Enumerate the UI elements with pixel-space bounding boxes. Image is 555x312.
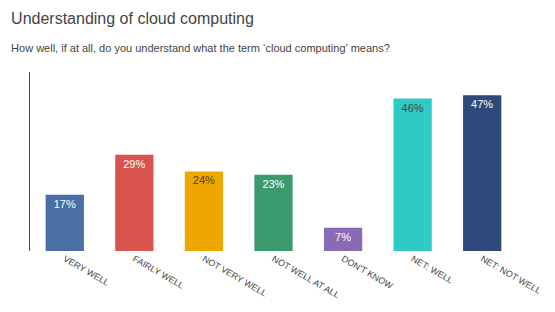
svg-text:NET: NOT WELL: NET: NOT WELL [479,253,543,296]
svg-text:Understanding of cloud computi: Understanding of cloud computing [11,10,254,27]
svg-text:How well, if at all, do you un: How well, if at all, do you understand w… [11,42,390,54]
svg-text:DON'T KNOW: DON'T KNOW [340,253,395,291]
svg-text:NOT VERY WELL: NOT VERY WELL [201,253,269,298]
svg-text:7%: 7% [335,231,351,243]
svg-text:24%: 24% [193,174,215,186]
svg-text:VERY WELL: VERY WELL [62,253,111,287]
svg-text:47%: 47% [471,98,493,110]
svg-text:NOT WELL AT ALL: NOT WELL AT ALL [270,253,341,300]
svg-text:NET: WELL: NET: WELL [409,253,454,285]
svg-text:23%: 23% [262,178,284,190]
svg-text:46%: 46% [402,102,424,114]
svg-text:17%: 17% [54,198,76,210]
svg-text:29%: 29% [123,158,145,170]
svg-text:FAIRLY WELL: FAIRLY WELL [131,253,186,290]
